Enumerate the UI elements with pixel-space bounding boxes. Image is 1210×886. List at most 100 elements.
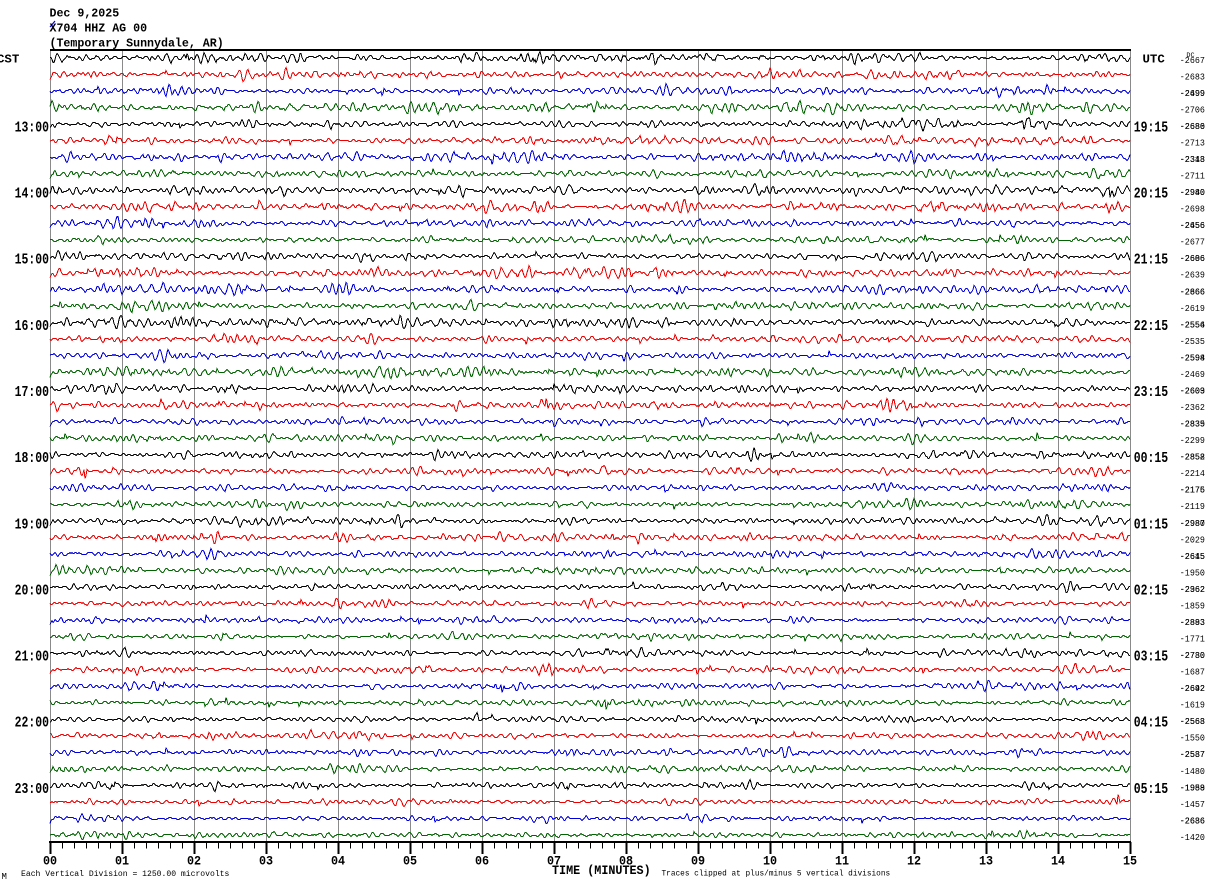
- svg-text:-2706: -2706: [1180, 105, 1205, 116]
- svg-text:01:15: 01:15: [1134, 516, 1168, 533]
- svg-text:-2299: -2299: [1180, 436, 1205, 447]
- svg-text:-2980: -2980: [1180, 188, 1205, 199]
- svg-text:-2603: -2603: [1180, 386, 1205, 397]
- svg-text:-2615: -2615: [1180, 551, 1205, 562]
- svg-text:-2645: -2645: [1180, 551, 1205, 562]
- svg-text:CST: CST: [0, 52, 20, 66]
- svg-text:19:00: 19:00: [15, 516, 49, 533]
- svg-text:19:15: 19:15: [1134, 119, 1168, 136]
- svg-text:Traces clipped at plus/minus 5: Traces clipped at plus/minus 5 vertical …: [662, 869, 891, 878]
- svg-text:Each Vertical Division = 1250.: Each Vertical Division = 1250.00 microvo…: [21, 869, 229, 879]
- svg-text:10: 10: [763, 854, 777, 869]
- svg-text:-2962: -2962: [1180, 585, 1205, 596]
- svg-text:-2699: -2699: [1180, 89, 1205, 100]
- svg-text:-2639: -2639: [1180, 270, 1205, 281]
- svg-text:-2677: -2677: [1180, 237, 1205, 248]
- svg-text:14:00: 14:00: [15, 185, 49, 202]
- svg-text:12: 12: [907, 854, 921, 869]
- svg-text:14: 14: [1051, 854, 1066, 869]
- svg-text:Dec 9,2025: Dec 9,2025: [50, 6, 120, 20]
- svg-text:03: 03: [259, 854, 273, 869]
- svg-text:-2839: -2839: [1180, 419, 1205, 430]
- svg-text:05: 05: [403, 854, 417, 869]
- svg-text:-2835: -2835: [1180, 419, 1205, 430]
- svg-text:22:15: 22:15: [1134, 318, 1168, 335]
- svg-text:01: 01: [115, 854, 129, 869]
- svg-text:-2987: -2987: [1180, 518, 1205, 529]
- svg-text:-2686: -2686: [1180, 254, 1205, 265]
- svg-text:-2318: -2318: [1180, 155, 1205, 166]
- svg-text:-2362: -2362: [1180, 585, 1205, 596]
- svg-text:DC: DC: [1186, 52, 1194, 60]
- svg-text:-2698: -2698: [1180, 204, 1205, 215]
- svg-text:-2692: -2692: [1180, 684, 1205, 695]
- svg-text:-2713: -2713: [1180, 138, 1205, 149]
- svg-text:-1687: -1687: [1180, 667, 1205, 678]
- svg-text:08: 08: [619, 854, 633, 869]
- svg-text:18:00: 18:00: [15, 450, 49, 467]
- svg-text:-2176: -2176: [1180, 485, 1205, 496]
- svg-text:-2893: -2893: [1180, 618, 1205, 629]
- svg-text:-2780: -2780: [1180, 651, 1205, 662]
- svg-text:-2686: -2686: [1180, 122, 1205, 133]
- svg-text:-2469: -2469: [1180, 370, 1205, 381]
- svg-text:13: 13: [979, 854, 993, 869]
- svg-text:-2119: -2119: [1180, 502, 1205, 513]
- svg-text:-2883: -2883: [1180, 618, 1205, 629]
- svg-text:-2175: -2175: [1180, 485, 1205, 496]
- svg-text:09: 09: [691, 854, 705, 869]
- svg-text:00:15: 00:15: [1134, 450, 1168, 467]
- svg-text:07: 07: [547, 854, 561, 869]
- svg-text:(Temporary Sunnydale, AR): (Temporary Sunnydale, AR): [50, 36, 224, 50]
- svg-text:-2029: -2029: [1180, 535, 1205, 546]
- svg-text:-2667: -2667: [1180, 55, 1205, 66]
- svg-text:-2563: -2563: [1180, 717, 1205, 728]
- svg-text:-2980: -2980: [1180, 518, 1205, 529]
- svg-text:-2680: -2680: [1180, 122, 1205, 133]
- svg-text:-2535: -2535: [1180, 337, 1205, 348]
- svg-text:11: 11: [835, 854, 849, 869]
- svg-text:-2852: -2852: [1180, 452, 1205, 463]
- svg-text:04: 04: [331, 854, 346, 869]
- svg-text:-2598: -2598: [1180, 353, 1205, 364]
- svg-text:-2619: -2619: [1180, 303, 1205, 314]
- svg-text:15: 15: [1123, 854, 1137, 869]
- svg-text:04:15: 04:15: [1134, 714, 1168, 731]
- svg-text:03:15: 03:15: [1134, 648, 1168, 665]
- svg-text:TIME (MINUTES): TIME (MINUTES): [552, 863, 651, 878]
- svg-text:16:00: 16:00: [15, 318, 49, 335]
- svg-text:-2456: -2456: [1180, 221, 1205, 232]
- svg-text:-2686: -2686: [1180, 816, 1205, 827]
- svg-text:22:00: 22:00: [15, 714, 49, 731]
- svg-text:23:00: 23:00: [15, 781, 49, 798]
- svg-text:-2499: -2499: [1180, 89, 1205, 100]
- svg-text:20:00: 20:00: [15, 582, 49, 599]
- svg-text:-2214: -2214: [1180, 469, 1205, 480]
- svg-text:21:00: 21:00: [15, 648, 49, 665]
- svg-text:13:00: 13:00: [15, 119, 49, 136]
- svg-text:-2362: -2362: [1180, 403, 1205, 414]
- svg-text:-2568: -2568: [1180, 717, 1205, 728]
- svg-text:17:00: 17:00: [15, 384, 49, 401]
- svg-text:-2656: -2656: [1180, 221, 1205, 232]
- svg-text:-1959: -1959: [1180, 783, 1205, 794]
- svg-text:-2711: -2711: [1180, 171, 1205, 182]
- svg-text:-2606: -2606: [1180, 254, 1205, 265]
- svg-text:-2940: -2940: [1180, 188, 1205, 199]
- svg-text:-2537: -2537: [1180, 750, 1205, 761]
- svg-text:-2587: -2587: [1180, 750, 1205, 761]
- svg-text:-1550: -1550: [1180, 733, 1205, 744]
- svg-text:-2730: -2730: [1180, 651, 1205, 662]
- svg-text:-1480: -1480: [1180, 766, 1205, 777]
- svg-text:-2866: -2866: [1180, 287, 1205, 298]
- svg-text:-1771: -1771: [1180, 634, 1205, 645]
- svg-text:06: 06: [475, 854, 489, 869]
- svg-text:-1950: -1950: [1180, 568, 1205, 579]
- svg-text:-1859: -1859: [1180, 601, 1205, 612]
- svg-text:15:00: 15:00: [15, 252, 49, 269]
- svg-text:-2858: -2858: [1180, 452, 1205, 463]
- svg-text:X704 HHZ AG 00: X704 HHZ AG 00: [50, 22, 148, 36]
- svg-text:-1457: -1457: [1180, 799, 1205, 810]
- svg-text:02: 02: [187, 854, 201, 869]
- svg-text:UTC: UTC: [1143, 52, 1166, 66]
